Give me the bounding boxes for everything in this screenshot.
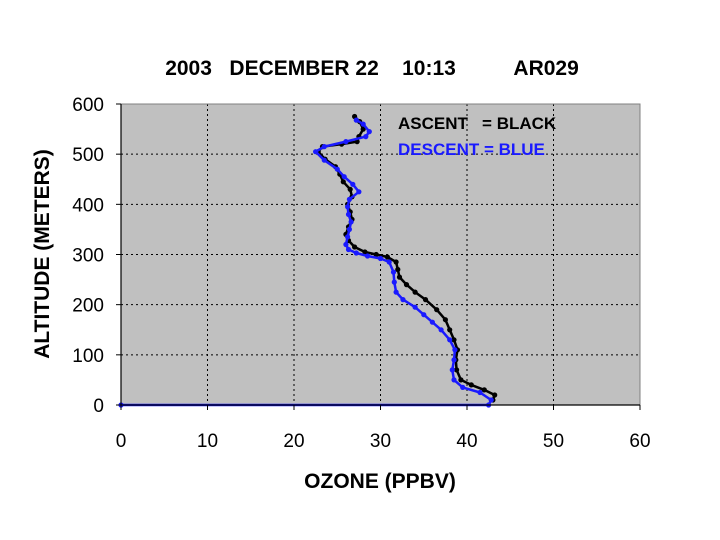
x-tick-label: 20 [283, 431, 304, 452]
data-point [395, 266, 401, 273]
data-point [477, 389, 483, 396]
annotation-ascent: ASCENT = BLACK [398, 114, 557, 133]
data-point [451, 337, 457, 343]
data-point [360, 126, 366, 132]
data-point [345, 211, 352, 217]
data-point [350, 181, 356, 187]
data-point [347, 186, 353, 192]
data-point [429, 319, 435, 325]
data-point [447, 327, 453, 333]
data-point [373, 251, 379, 258]
data-point [356, 189, 362, 195]
data-point [452, 347, 458, 353]
data-point [363, 134, 369, 140]
x-tick-label: 30 [370, 431, 391, 452]
data-point [384, 254, 390, 260]
series-1 [118, 117, 494, 408]
y-tick-label: 500 [72, 145, 104, 166]
y-axis-label: ALTITUDE (METERS) [31, 149, 54, 359]
data-point [345, 234, 351, 240]
data-point [343, 139, 349, 145]
y-tick-label: 100 [72, 346, 104, 367]
data-point [362, 249, 368, 255]
annotation-descent: DESCENT = BLUE [398, 140, 545, 159]
data-point [313, 149, 319, 155]
x-tick-label: 0 [116, 431, 127, 452]
data-point [393, 289, 399, 295]
data-point [366, 129, 372, 135]
data-point [412, 289, 418, 295]
data-point [377, 255, 384, 262]
data-point [390, 269, 397, 275]
data-point [468, 382, 474, 388]
data-point [353, 250, 359, 256]
data-point [442, 317, 448, 323]
x-tick-label: 60 [629, 431, 650, 452]
data-point [396, 274, 403, 280]
data-point [438, 327, 444, 333]
data-point [434, 307, 440, 313]
x-axis-label: OZONE (PPBV) [304, 470, 456, 493]
data-point [334, 166, 340, 172]
y-tick-label: 300 [72, 246, 104, 267]
data-point [346, 226, 352, 232]
data-point [343, 241, 349, 248]
data-point [458, 377, 464, 383]
data-point [321, 144, 327, 150]
y-tick-label: 200 [72, 296, 104, 317]
data-point [481, 387, 487, 393]
series-layer [118, 113, 498, 408]
data-point [391, 279, 397, 285]
data-point [353, 117, 359, 123]
data-point [454, 367, 460, 373]
data-point [348, 219, 354, 225]
y-tick-label: 400 [72, 195, 104, 216]
data-point [488, 397, 494, 403]
data-point [360, 121, 366, 127]
data-point [403, 282, 410, 288]
data-point [346, 196, 352, 202]
x-tick-label: 50 [543, 431, 564, 452]
x-tick-label: 40 [456, 431, 477, 452]
y-tick-label: 0 [93, 396, 104, 417]
data-point [345, 204, 351, 210]
data-point [421, 312, 427, 318]
data-point [340, 179, 346, 185]
data-point [345, 246, 352, 253]
data-point [321, 157, 327, 163]
data-point [352, 244, 358, 250]
data-point [393, 259, 399, 265]
data-point [449, 367, 455, 373]
data-point [447, 337, 453, 343]
data-point [422, 297, 429, 303]
x-tick-label: 10 [197, 431, 218, 452]
data-point [451, 357, 457, 363]
chart-title: 2003 DECEMBER 22 10:13 AR029 [165, 57, 579, 80]
data-point [364, 253, 371, 259]
data-point [400, 297, 406, 303]
data-point [341, 174, 347, 180]
data-point [386, 259, 392, 265]
data-point [492, 392, 498, 398]
data-point [460, 384, 466, 390]
y-tick-label: 600 [72, 95, 104, 116]
data-point [451, 377, 457, 383]
data-point [412, 304, 418, 310]
